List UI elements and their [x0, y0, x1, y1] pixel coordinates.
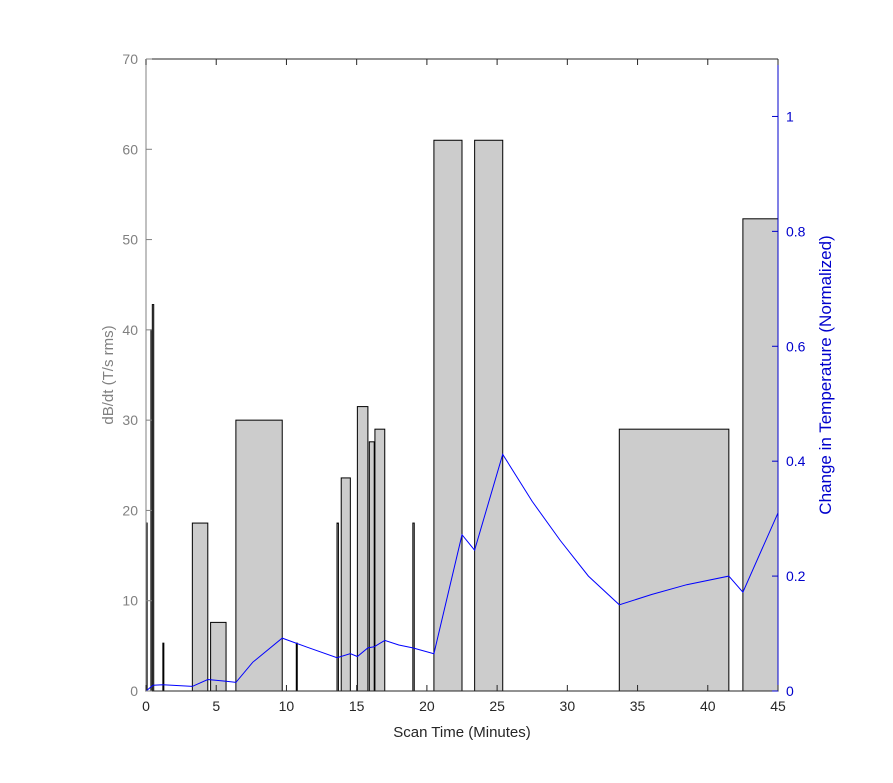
- x-tick-label-3: 15: [349, 698, 365, 714]
- y-left-tick-label-0: 0: [130, 683, 138, 699]
- y-right-tick-label-4: 0.8: [786, 223, 806, 239]
- x-tick-label-1: 5: [212, 698, 220, 714]
- dbdt-bar-11: [368, 441, 375, 692]
- y-left-tick-label-2: 20: [122, 502, 138, 518]
- dbdt-bar-6: [235, 419, 283, 692]
- x-tick-label-5: 25: [489, 698, 505, 714]
- y-left-tick-label-6: 60: [122, 141, 138, 157]
- x-tick-label-7: 35: [630, 698, 646, 714]
- dbdt-bar-2: [151, 304, 155, 692]
- dbdt-bar-3: [162, 642, 165, 692]
- y-axis-left-label: dB/dt (T/s rms): [100, 325, 117, 424]
- temperature-line-layer: [145, 453, 779, 692]
- y-left-tick-label-5: 50: [122, 232, 138, 248]
- y-right-tick-label-2: 0.4: [786, 453, 806, 469]
- x-axis-label: Scan Time (Minutes): [393, 724, 531, 741]
- y-right-tick-label-5: 1: [786, 108, 794, 124]
- axes: 0 5 10 15 20 25 30 35 40 4501020304050607000.20.4…: [122, 51, 805, 714]
- x-tick-label-8: 40: [700, 698, 716, 714]
- x-tick-label-4: 20: [419, 698, 435, 714]
- y-right-tick-label-3: 0.6: [786, 338, 806, 354]
- dbdt-bar-8: [336, 522, 339, 692]
- dbdt-bar-15: [474, 139, 504, 692]
- dbdt-bar-16: [618, 428, 730, 692]
- dbdt-bar-7: [295, 642, 298, 692]
- y-left-tick-label-7: 70: [122, 51, 138, 67]
- dbdt-bar-13: [412, 522, 415, 692]
- dbdt-bar-14: [433, 139, 463, 692]
- dbdt-bars: [145, 139, 779, 692]
- y-left-tick-label-4: 40: [122, 322, 138, 338]
- x-tick-label-0: 0: [142, 698, 150, 714]
- dbdt-bar-12: [374, 428, 386, 692]
- dbdt-bar-4: [191, 522, 209, 692]
- dbdt-bar-17: [742, 218, 779, 692]
- x-tick-label-9: 45: [770, 698, 786, 714]
- y-left-tick-label-3: 30: [122, 412, 138, 428]
- y-right-tick-label-1: 0.2: [786, 568, 806, 584]
- dbdt-bar-10: [356, 406, 369, 692]
- y-left-tick-label-1: 10: [122, 593, 138, 609]
- dbdt-bar-9: [340, 477, 351, 692]
- y-axis-right-label: Change in Temperature (Normalized): [816, 235, 835, 514]
- y-right-tick-label-0: 0: [786, 683, 794, 699]
- temperature-line: [145, 453, 779, 692]
- x-tick-label-6: 30: [560, 698, 576, 714]
- x-tick-label-2: 10: [279, 698, 295, 714]
